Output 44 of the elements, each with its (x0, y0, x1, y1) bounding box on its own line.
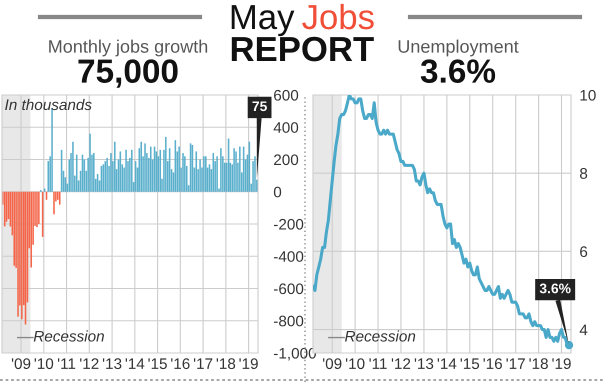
y-tick-label: 400 (274, 122, 298, 133)
chart-subtitle: 75,000 (78, 59, 178, 88)
x-tick-label: '10 (34, 358, 54, 370)
annotation: 75 (252, 101, 267, 112)
x-tick-label: '11 (58, 358, 76, 369)
x-tick-label: '17 (506, 358, 525, 369)
band-label: Recession (344, 330, 416, 342)
annotation: In thousands (5, 98, 92, 110)
y-tick-label: 6 (580, 246, 588, 258)
x-tick-label: '12 (80, 358, 98, 369)
x-tick-label: '19 (552, 358, 571, 370)
x-tick-label: '16 (171, 358, 190, 370)
x-tick-label: '14 (438, 358, 456, 369)
x-tick-label: '18 (529, 358, 548, 370)
x-tick-label: '10 (346, 358, 364, 370)
x-tick-label: '15 (148, 358, 167, 370)
y-tick-label: -800 (274, 316, 304, 326)
x-tick-label: '19 (239, 358, 258, 370)
x-tick-label: '18 (216, 358, 236, 370)
annotation: 3.6% (540, 284, 571, 294)
y-tick-label: -600 (274, 283, 304, 294)
x-tick-label: '12 (392, 358, 410, 369)
x-tick-label: '09 (12, 358, 30, 370)
y-tick-label: 0 (274, 186, 282, 198)
x-tick-label: '13 (414, 358, 434, 370)
y-tick-label: 4 (580, 324, 588, 336)
y-tick-label: -400 (274, 251, 304, 262)
y-tick-label: 8 (580, 168, 588, 179)
y-tick-label: -200 (274, 218, 304, 230)
text: May Jobs REPORT (232, 4, 374, 62)
x-tick-label: '09 (323, 358, 342, 370)
x-tick-label: '11 (369, 358, 387, 369)
x-tick-label: '14 (126, 358, 144, 369)
chart-subtitle: 3.6% (420, 59, 496, 83)
y-tick-label: 10 (580, 90, 596, 101)
x-tick-label: '16 (484, 358, 502, 370)
band-label: Recession (34, 330, 104, 342)
y-tick-label: 600 (274, 90, 298, 101)
x-tick-label: '13 (102, 358, 122, 370)
x-tick-label: '15 (460, 358, 480, 370)
chart-title: Monthly jobs growth (49, 40, 208, 56)
chart-title: Unemployment (398, 40, 519, 56)
x-tick-label: '17 (194, 358, 212, 369)
y-tick-label: 200 (274, 154, 298, 166)
